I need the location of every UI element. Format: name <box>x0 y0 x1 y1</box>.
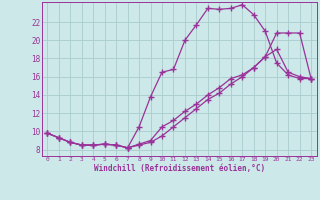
X-axis label: Windchill (Refroidissement éolien,°C): Windchill (Refroidissement éolien,°C) <box>94 164 265 173</box>
